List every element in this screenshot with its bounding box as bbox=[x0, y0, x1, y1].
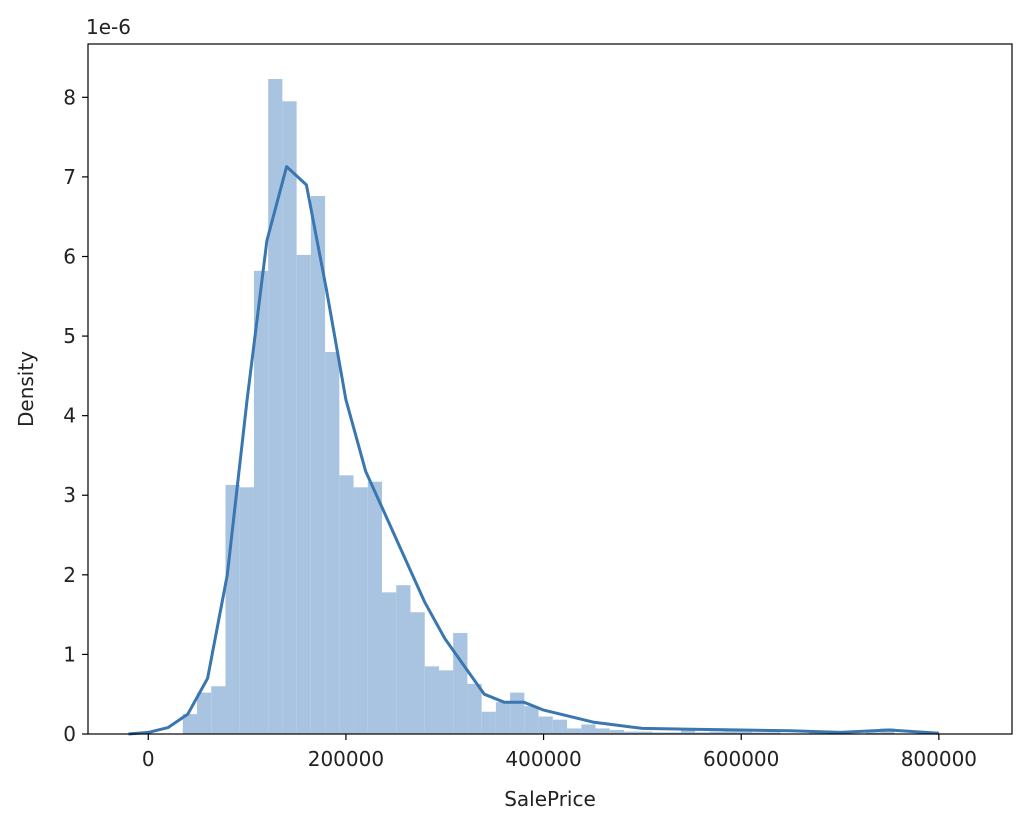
histogram-bar bbox=[510, 692, 525, 734]
histogram-bar bbox=[353, 487, 368, 734]
histogram-bar bbox=[382, 592, 397, 734]
histogram-bar bbox=[467, 683, 482, 734]
histogram-bar bbox=[567, 728, 582, 734]
histogram-bar bbox=[211, 686, 226, 734]
histogram-bar bbox=[310, 196, 326, 734]
histogram-bar bbox=[638, 731, 653, 734]
histogram-bar bbox=[709, 731, 724, 734]
histogram-bar bbox=[666, 732, 681, 734]
histogram-bar bbox=[268, 79, 283, 734]
histogram-bar bbox=[339, 475, 354, 734]
histogram-bar bbox=[253, 270, 269, 734]
histogram-bar bbox=[680, 728, 696, 734]
histogram-bar bbox=[197, 692, 212, 734]
histogram-bar bbox=[438, 670, 454, 734]
x-tick-label: 600000 bbox=[703, 747, 779, 771]
histogram-bar bbox=[410, 612, 425, 734]
kde-line bbox=[128, 165, 939, 736]
histogram-bar bbox=[595, 728, 610, 734]
x-tick-label: 400000 bbox=[505, 747, 581, 771]
y-tick-label: 3 bbox=[63, 483, 76, 507]
histogram-bar bbox=[865, 732, 881, 734]
y-tick-label: 0 bbox=[63, 722, 76, 746]
histogram-bar bbox=[809, 732, 824, 734]
histogram-bar bbox=[623, 731, 639, 734]
histogram-bar bbox=[766, 732, 781, 734]
y-axis-label: Density bbox=[14, 351, 38, 427]
histogram-bar bbox=[396, 585, 411, 734]
histogram-bar bbox=[581, 724, 596, 734]
histogram-bar bbox=[239, 487, 254, 734]
y-tick-label: 1 bbox=[63, 642, 76, 666]
x-tick-label: 0 bbox=[142, 747, 155, 771]
offset-text: 1e-6 bbox=[86, 15, 131, 39]
histogram-bar bbox=[296, 254, 311, 734]
histogram-bar bbox=[695, 732, 710, 734]
y-tick-label: 5 bbox=[63, 324, 76, 348]
histogram-bar bbox=[282, 101, 297, 735]
x-tick-label: 800000 bbox=[901, 747, 977, 771]
histogram-bar bbox=[609, 730, 624, 734]
histogram-bar bbox=[424, 666, 439, 734]
histogram-bar bbox=[652, 732, 667, 734]
histogram-bar bbox=[538, 716, 553, 734]
histogram-bar bbox=[752, 732, 767, 734]
histogram-bar bbox=[453, 632, 468, 734]
histogram-bar bbox=[737, 731, 753, 734]
histogram-bar bbox=[723, 730, 738, 734]
histogram-bar bbox=[481, 711, 496, 734]
x-tick-label: 200000 bbox=[308, 747, 384, 771]
histogram-bar bbox=[495, 702, 511, 734]
plot-frame bbox=[87, 43, 1013, 735]
y-tick-label: 6 bbox=[63, 244, 76, 268]
histogram-bar bbox=[367, 481, 383, 734]
y-tick-label: 2 bbox=[63, 563, 76, 587]
y-tick-label: 7 bbox=[63, 165, 76, 189]
y-tick-label: 4 bbox=[63, 404, 76, 428]
histogram-bar bbox=[524, 706, 539, 734]
histogram-bar bbox=[182, 714, 198, 734]
y-tick-label: 8 bbox=[63, 85, 76, 109]
histogram-bar bbox=[552, 719, 568, 734]
x-axis-label: SalePrice bbox=[504, 787, 596, 811]
histogram-bar bbox=[325, 351, 340, 734]
